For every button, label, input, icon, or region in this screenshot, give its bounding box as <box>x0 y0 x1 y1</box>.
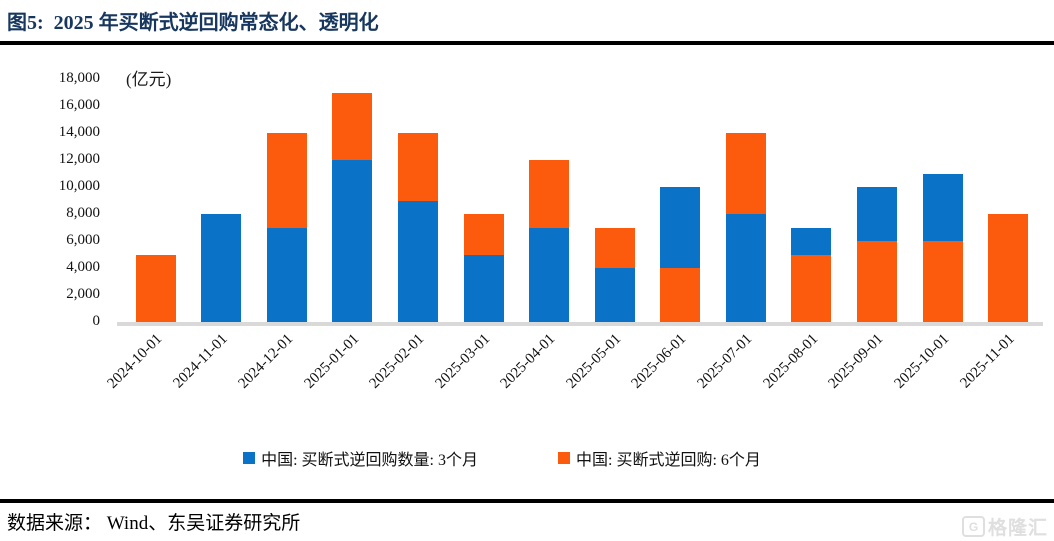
x-axis-label: 2024-10-01 <box>104 331 166 392</box>
y-tick-label: 18,000 <box>58 70 100 86</box>
bar-segment <box>463 254 504 322</box>
chart-legend: 中国: 买断式逆回购数量: 3个月 中国: 买断式逆回购: 6个月 <box>0 446 1029 470</box>
legend-swatch-icon <box>558 452 570 464</box>
bar-segment <box>791 227 832 255</box>
figure-title: 图5: 2025 年买断式逆回购常态化、透明化 <box>7 12 379 34</box>
x-axis-label: 2025-09-01 <box>825 331 887 392</box>
bar-segment <box>201 214 242 322</box>
footer-divider <box>0 499 1054 503</box>
y-tick-label: 8,000 <box>66 205 100 221</box>
bar-segment <box>332 92 373 160</box>
x-axis-label: 2025-04-01 <box>497 331 559 392</box>
y-tick-label: 4,000 <box>66 259 100 275</box>
y-tick-label: 16,000 <box>58 97 100 113</box>
x-axis-label: 2024-11-01 <box>170 331 231 392</box>
bar-segment <box>398 133 439 201</box>
bar-segment <box>398 200 439 322</box>
y-axis-unit-label: (亿元) <box>126 70 172 89</box>
bar-segment <box>922 173 963 241</box>
bar-segment <box>594 268 635 322</box>
x-axis-label: 2025-01-01 <box>301 331 362 392</box>
bar-segment <box>725 214 766 322</box>
bar-segment <box>857 241 898 322</box>
bar-segment <box>791 254 832 322</box>
x-axis-label: 2025-08-01 <box>760 331 821 392</box>
y-tick-label: 12,000 <box>58 151 100 167</box>
y-tick-label: 2,000 <box>66 286 100 302</box>
data-source-text: 数据来源： Wind、东吴证券研究所 <box>7 513 301 534</box>
gelonghui-brand-text: 格隆汇 <box>987 518 1048 539</box>
bar-segment <box>266 133 307 228</box>
gelonghui-watermark: G 格隆汇 <box>961 513 1048 540</box>
bar-segment <box>529 160 570 228</box>
title-divider <box>0 41 1054 45</box>
y-tick-label: 10,000 <box>58 178 100 194</box>
x-axis-label: 2025-02-01 <box>366 331 428 392</box>
x-axis-label: 2024-12-01 <box>235 331 297 392</box>
x-axis-label: 2025-06-01 <box>628 331 690 392</box>
legend-swatch-icon <box>243 452 256 464</box>
bar-segment <box>988 214 1029 322</box>
legend-label: 中国: 买断式逆回购数量: 3个月 <box>261 452 478 469</box>
bar-segment <box>529 227 570 322</box>
legend-label: 中国: 买断式逆回购: 6个月 <box>576 452 761 469</box>
x-axis-label: 2025-05-01 <box>563 331 625 392</box>
y-tick-label: 6,000 <box>66 232 100 248</box>
gelonghui-logo-icon: G <box>961 516 985 537</box>
bar-segment <box>922 241 963 322</box>
y-tick-label: 14,000 <box>58 124 100 140</box>
x-axis-label: 2025-07-01 <box>694 331 756 392</box>
x-axis-label: 2025-11-01 <box>957 331 1018 392</box>
legend-item: 中国: 买断式逆回购: 6个月 <box>558 446 761 470</box>
legend-item: 中国: 买断式逆回购数量: 3个月 <box>243 446 478 470</box>
bar-segment <box>332 160 373 322</box>
x-axis-label: 2025-10-01 <box>891 331 952 392</box>
bar-segment <box>594 227 635 268</box>
y-tick-label: 0 <box>92 313 101 329</box>
bar-segment <box>660 187 701 268</box>
x-axis-line <box>117 322 1043 326</box>
bar-segment <box>857 187 898 241</box>
bar-segment <box>725 133 766 214</box>
bar-segment <box>660 268 701 322</box>
bar-segment <box>266 227 307 322</box>
x-axis-label: 2025-03-01 <box>432 331 493 392</box>
bar-segment <box>135 254 176 322</box>
bar-segment <box>463 214 504 255</box>
